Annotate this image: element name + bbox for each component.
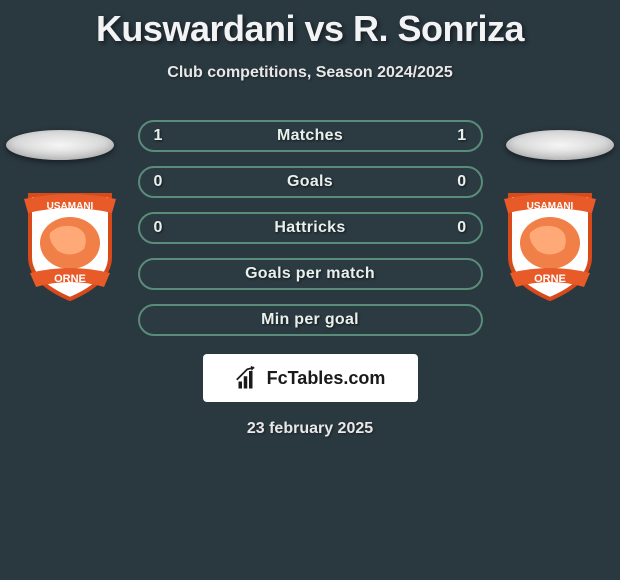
page-title: Kuswardani vs R. Sonriza [0, 0, 620, 50]
club-badge-left: USAMANI ORNE [20, 187, 120, 303]
stat-row-hattricks: 0 Hattricks 0 [138, 212, 483, 244]
chart-icon [235, 364, 263, 392]
stat-label: Goals per match [154, 265, 467, 283]
stats-bars: 1 Matches 1 0 Goals 0 0 Hattricks 0 Goal… [138, 120, 483, 336]
brand-box[interactable]: FcTables.com [203, 354, 418, 402]
stat-label: Min per goal [154, 311, 467, 329]
player-avatar-right [506, 130, 614, 160]
stat-right-value: 0 [457, 219, 466, 237]
comparison-panel: USAMANI ORNE USAMANI ORNE 1 Matches 1 [0, 120, 620, 438]
stat-label: Hattricks [274, 219, 345, 237]
stat-left-value: 0 [154, 173, 163, 191]
shield-icon: USAMANI ORNE [20, 187, 120, 303]
subtitle: Club competitions, Season 2024/2025 [0, 64, 620, 82]
stat-row-goals: 0 Goals 0 [138, 166, 483, 198]
svg-text:ORNE: ORNE [54, 273, 86, 285]
date-label: 23 february 2025 [0, 420, 620, 438]
club-badge-right: USAMANI ORNE [500, 187, 600, 303]
stat-left-value: 0 [154, 219, 163, 237]
shield-icon: USAMANI ORNE [500, 187, 600, 303]
stat-label: Goals [287, 173, 333, 191]
brand-name: FcTables.com [267, 368, 386, 389]
player-avatar-left [6, 130, 114, 160]
stat-right-value: 0 [457, 173, 466, 191]
stat-row-min-per-goal: Min per goal [138, 304, 483, 336]
svg-text:USAMANI: USAMANI [47, 201, 94, 212]
stat-label: Matches [277, 127, 343, 145]
stat-left-value: 1 [154, 127, 163, 145]
stat-right-value: 1 [457, 127, 466, 145]
svg-text:USAMANI: USAMANI [527, 201, 574, 212]
stat-row-matches: 1 Matches 1 [138, 120, 483, 152]
svg-text:ORNE: ORNE [534, 273, 566, 285]
stat-row-goals-per-match: Goals per match [138, 258, 483, 290]
